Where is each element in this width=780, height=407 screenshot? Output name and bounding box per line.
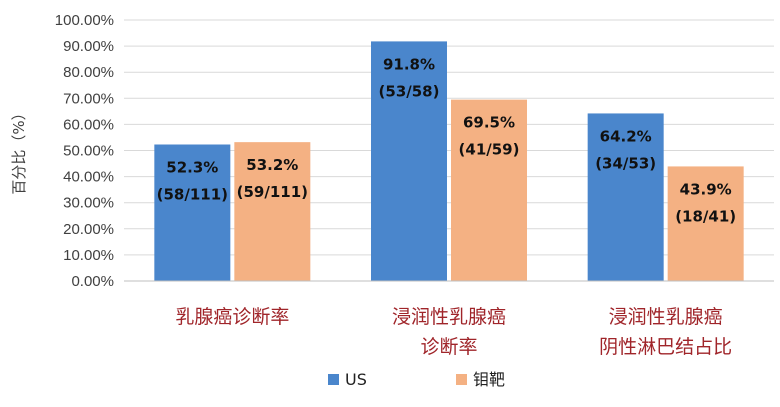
y-tick-label: 70.00% xyxy=(63,90,114,107)
bar xyxy=(371,41,447,281)
x-tick-label: 浸润性乳腺癌 xyxy=(609,306,723,328)
y-tick-label: 20.00% xyxy=(63,221,114,238)
bar xyxy=(234,142,311,281)
y-tick-label: 100.00% xyxy=(55,12,114,29)
data-label: (58/111) xyxy=(157,185,228,203)
bar xyxy=(154,144,231,281)
y-tick-label: 60.00% xyxy=(63,116,114,133)
y-tick-label: 40.00% xyxy=(63,169,114,186)
y-tick-label: 90.00% xyxy=(63,38,114,55)
data-label: (53/58) xyxy=(379,82,440,100)
legend-swatch xyxy=(456,374,467,385)
bar xyxy=(451,99,527,281)
x-tick-label: 乳腺癌诊断率 xyxy=(175,306,289,328)
data-label: 69.5% xyxy=(463,114,515,132)
legend-label: 钼靶 xyxy=(473,370,505,389)
data-label: (34/53) xyxy=(595,154,656,172)
bar xyxy=(667,166,744,281)
y-tick-label: 80.00% xyxy=(63,64,114,81)
data-label: 43.9% xyxy=(680,180,732,198)
y-tick-label: 10.00% xyxy=(63,247,114,264)
y-tick-label: 50.00% xyxy=(63,143,114,160)
data-label: 52.3% xyxy=(166,158,218,176)
axis-layer: 0.00% 10.00% 20.00% 30.00% 40.00% 50.00% 60.00… xyxy=(55,12,774,358)
grid-layer xyxy=(124,19,774,256)
y-axis-label: 百分比（%） xyxy=(10,105,28,194)
legend-label: US xyxy=(345,370,367,389)
data-label: (18/41) xyxy=(675,207,736,225)
y-tick-label: 0.00% xyxy=(71,273,114,290)
bar-layer xyxy=(154,41,744,281)
data-label: 91.8% xyxy=(383,55,435,73)
label-layer: 52.3% (58/111) 53.2% (59/111) 91.8% (53/58) 69… xyxy=(157,55,736,225)
data-label: 64.2% xyxy=(600,127,652,145)
bar xyxy=(587,113,664,281)
data-label: (59/111) xyxy=(237,183,308,201)
x-tick-label: 浸润性乳腺癌 xyxy=(392,306,506,328)
legend-swatch xyxy=(328,374,339,385)
x-tick-label: 诊断率 xyxy=(420,336,477,358)
x-tick-label: 阴性淋巴结占比 xyxy=(599,336,732,358)
legend: US 钼靶 xyxy=(328,370,505,389)
data-label: (41/59) xyxy=(459,141,520,159)
y-tick-label: 30.00% xyxy=(63,195,114,212)
data-label: 53.2% xyxy=(246,156,298,174)
